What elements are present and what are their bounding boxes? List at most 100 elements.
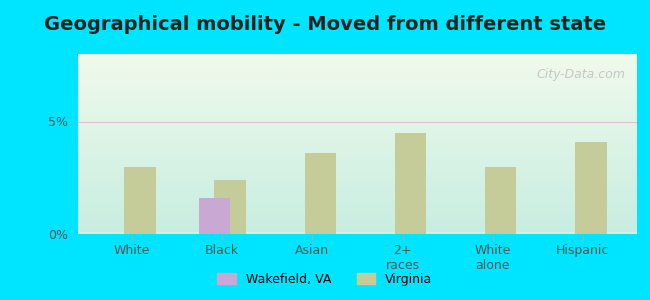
Bar bbox=[395, 133, 426, 234]
Bar bbox=[575, 142, 606, 234]
Bar bbox=[78, 108, 637, 110]
Bar bbox=[78, 128, 637, 130]
Bar bbox=[78, 211, 637, 212]
Bar bbox=[78, 99, 637, 101]
Bar bbox=[78, 54, 637, 56]
Bar bbox=[78, 122, 637, 124]
Bar bbox=[78, 65, 637, 67]
Bar bbox=[78, 166, 637, 167]
Bar bbox=[78, 194, 637, 196]
Bar bbox=[78, 148, 637, 149]
Bar bbox=[199, 198, 230, 234]
Bar bbox=[78, 214, 637, 216]
Bar bbox=[78, 146, 637, 148]
Text: City-Data.com: City-Data.com bbox=[537, 68, 626, 81]
Bar bbox=[78, 88, 637, 90]
Bar bbox=[78, 79, 637, 81]
Bar bbox=[78, 110, 637, 112]
Bar bbox=[78, 162, 637, 164]
Bar bbox=[78, 225, 637, 227]
Bar bbox=[78, 193, 637, 194]
Bar bbox=[78, 115, 637, 117]
Bar bbox=[78, 139, 637, 140]
Bar bbox=[485, 167, 516, 234]
Bar bbox=[78, 187, 637, 189]
Bar bbox=[78, 164, 637, 166]
Bar bbox=[78, 160, 637, 162]
Bar bbox=[78, 130, 637, 131]
Bar bbox=[78, 144, 637, 146]
Bar bbox=[78, 72, 637, 74]
Bar bbox=[78, 94, 637, 95]
Bar bbox=[78, 180, 637, 182]
Bar bbox=[78, 216, 637, 218]
Bar bbox=[78, 149, 637, 151]
Bar bbox=[78, 151, 637, 153]
Bar bbox=[78, 86, 637, 88]
Bar bbox=[78, 61, 637, 63]
Bar bbox=[78, 155, 637, 157]
Text: Geographical mobility - Moved from different state: Geographical mobility - Moved from diffe… bbox=[44, 15, 606, 34]
Bar bbox=[78, 205, 637, 207]
Bar bbox=[78, 212, 637, 214]
Bar bbox=[78, 112, 637, 113]
Bar bbox=[78, 83, 637, 85]
Bar bbox=[305, 153, 336, 234]
Bar bbox=[78, 229, 637, 230]
Bar bbox=[78, 85, 637, 86]
Bar bbox=[78, 67, 637, 68]
Bar bbox=[78, 140, 637, 142]
Bar bbox=[78, 218, 637, 220]
Bar bbox=[78, 200, 637, 202]
Bar bbox=[78, 117, 637, 119]
Bar bbox=[78, 153, 637, 155]
Bar bbox=[78, 196, 637, 198]
Bar bbox=[78, 92, 637, 94]
Bar bbox=[78, 169, 637, 171]
Bar bbox=[214, 180, 246, 234]
Bar bbox=[78, 124, 637, 126]
Bar bbox=[78, 70, 637, 72]
Bar bbox=[78, 167, 637, 169]
Bar bbox=[78, 63, 637, 65]
Bar bbox=[78, 157, 637, 158]
Bar bbox=[78, 189, 637, 191]
Bar bbox=[78, 182, 637, 184]
Bar bbox=[78, 207, 637, 209]
Bar bbox=[78, 52, 637, 54]
Bar bbox=[78, 131, 637, 133]
Bar bbox=[78, 81, 637, 83]
Bar bbox=[78, 77, 637, 79]
Bar bbox=[78, 175, 637, 176]
Legend: Wakefield, VA, Virginia: Wakefield, VA, Virginia bbox=[213, 268, 437, 291]
Bar bbox=[78, 95, 637, 97]
Bar bbox=[78, 113, 637, 115]
Bar bbox=[78, 198, 637, 200]
Bar bbox=[78, 106, 637, 108]
Bar bbox=[78, 101, 637, 103]
Bar bbox=[78, 220, 637, 221]
Bar bbox=[78, 104, 637, 106]
Bar bbox=[78, 185, 637, 187]
Bar bbox=[78, 158, 637, 160]
Bar bbox=[78, 221, 637, 223]
Bar bbox=[78, 227, 637, 229]
Bar bbox=[78, 176, 637, 178]
Bar bbox=[78, 133, 637, 135]
Bar bbox=[78, 173, 637, 175]
Bar bbox=[78, 209, 637, 211]
Bar bbox=[78, 137, 637, 139]
Bar bbox=[78, 56, 637, 58]
Bar bbox=[78, 97, 637, 99]
Bar bbox=[78, 178, 637, 180]
Bar bbox=[78, 74, 637, 76]
Bar bbox=[124, 167, 156, 234]
Bar bbox=[78, 223, 637, 225]
Bar bbox=[78, 230, 637, 232]
Bar bbox=[78, 202, 637, 203]
Bar bbox=[78, 76, 637, 77]
Bar bbox=[78, 68, 637, 70]
Bar bbox=[78, 126, 637, 128]
Bar bbox=[78, 90, 637, 92]
Bar bbox=[78, 121, 637, 122]
